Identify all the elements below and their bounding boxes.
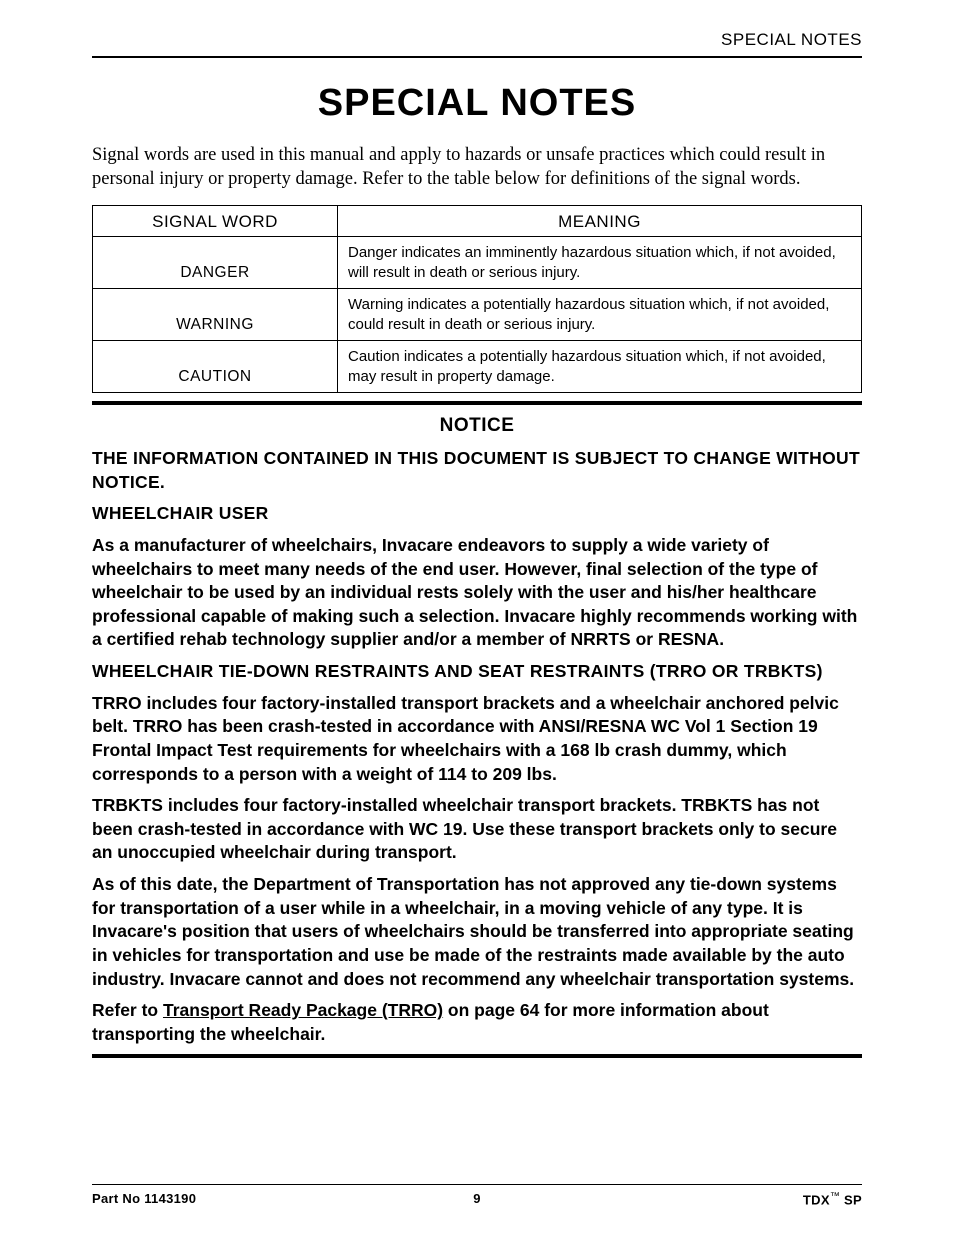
notice-paragraph: As of this date, the Department of Trans…: [92, 873, 862, 991]
cell-meaning: Caution indicates a potentially hazardou…: [338, 341, 862, 393]
notice-paragraph: TRBKTS includes four factory-installed w…: [92, 794, 862, 865]
end-divider-rule: [92, 1054, 862, 1058]
col-header-signal-word: SIGNAL WORD: [93, 206, 338, 237]
table-header-row: SIGNAL WORD MEANING: [93, 206, 862, 237]
notice-paragraph: As a manufacturer of wheelchairs, Invaca…: [92, 534, 862, 652]
col-header-meaning: MEANING: [338, 206, 862, 237]
notice-paragraph: TRRO includes four factory-installed tra…: [92, 692, 862, 787]
cell-meaning: Danger indicates an imminently hazardous…: [338, 237, 862, 289]
cell-signal-word: WARNING: [93, 289, 338, 341]
intro-paragraph: Signal words are used in this manual and…: [92, 143, 862, 191]
cell-meaning: Warning indicates a potentially hazardou…: [338, 289, 862, 341]
notice-heading: NOTICE: [92, 415, 862, 437]
signal-word-table: SIGNAL WORD MEANING DANGER Danger indica…: [92, 205, 862, 393]
notice-subheading: WHEELCHAIR TIE-DOWN RESTRAINTS AND SEAT …: [92, 660, 862, 684]
notice-paragraph: THE INFORMATION CONTAINED IN THIS DOCUME…: [92, 447, 862, 494]
page-footer: Part No 1143190 9 TDX™ SP: [92, 1184, 862, 1207]
divider-rule: [92, 401, 862, 405]
cell-signal-word: DANGER: [93, 237, 338, 289]
section-header: SPECIAL NOTES: [92, 30, 862, 58]
table-row: WARNING Warning indicates a potentially …: [93, 289, 862, 341]
transport-ready-package-link[interactable]: Transport Ready Package (TRRO): [163, 1000, 443, 1020]
footer-page-number: 9: [92, 1191, 862, 1206]
page-title: SPECIAL NOTES: [92, 82, 862, 125]
notice-subheading: WHEELCHAIR USER: [92, 502, 862, 526]
table-row: DANGER Danger indicates an imminently ha…: [93, 237, 862, 289]
notice-refer-paragraph: Refer to Transport Ready Package (TRRO) …: [92, 999, 862, 1046]
refer-pre-text: Refer to: [92, 1000, 163, 1020]
cell-signal-word: CAUTION: [93, 341, 338, 393]
table-row: CAUTION Caution indicates a potentially …: [93, 341, 862, 393]
